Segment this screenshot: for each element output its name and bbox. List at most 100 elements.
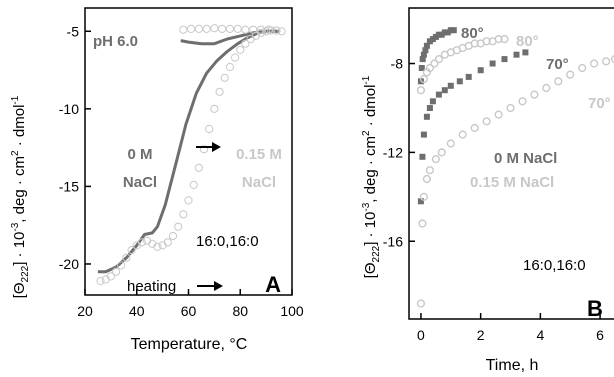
panel-b-x-ticks: 0 2 4 6 xyxy=(417,313,604,343)
annotation-series-2: 0.15 M NaCl xyxy=(470,174,554,191)
data-point-0-15m-nacl xyxy=(241,25,250,34)
annotation-heating: heating xyxy=(127,278,176,295)
data-point-0-15m-nacl xyxy=(256,25,265,34)
data-point-0-15m-nacl xyxy=(231,53,240,62)
data-point-0-15m-nacl xyxy=(127,245,136,255)
annotation-series-1: 0 M NaCl xyxy=(494,150,557,167)
data-point-0-15m-nacl xyxy=(202,24,211,33)
data-point-0-15m-nacl xyxy=(277,27,286,36)
data-point-0-15m-nacl xyxy=(137,238,146,247)
panel-a-y-tick-label: -20 xyxy=(59,256,79,272)
panel-a-x-tick-label: 20 xyxy=(77,303,93,319)
data-point-70-0-15m xyxy=(416,299,426,308)
data-point-80-0-15m xyxy=(425,63,435,73)
data-point-0-15m-nacl xyxy=(189,180,198,189)
data-point-0-15m-nacl xyxy=(249,25,258,34)
data-point-70-0-15m xyxy=(601,57,611,66)
data-point-70-0m xyxy=(489,60,496,67)
panel-a-x-tick-label: 60 xyxy=(181,303,197,319)
annotation-80-dark: 80° xyxy=(461,25,484,42)
annotation-series-1-line-2: NaCl xyxy=(123,174,157,191)
data-point-70-0m xyxy=(456,78,463,85)
panel-b-label: B xyxy=(587,296,603,321)
annotation-lipid: 16:0,16:0 xyxy=(523,257,586,274)
panel-a-x-tick-label: 40 xyxy=(129,303,145,319)
panel-a-x-tick-label: 100 xyxy=(280,303,304,319)
data-point-70-0-15m xyxy=(482,117,491,126)
data-point-70-0m xyxy=(435,91,442,98)
annotation-70-dark: 70° xyxy=(546,56,569,73)
data-point-70-0m xyxy=(501,56,508,63)
data-point-0-15m-nacl xyxy=(236,45,245,55)
data-point-80-0m xyxy=(422,47,429,54)
data-point-0-15m-nacl xyxy=(264,25,273,34)
data-point-70-0-15m xyxy=(589,59,599,68)
panel-a-y-ticks: -5 -10 -15 -20 xyxy=(59,23,91,272)
data-point-70-0-15m xyxy=(418,219,427,228)
panel-b-y-ticks: -8 -12 -16 xyxy=(383,56,415,249)
panel-a-x-ticks: 20 40 60 80 100 xyxy=(77,289,304,319)
data-point-80-0m xyxy=(418,65,425,71)
data-point-0-15m-nacl xyxy=(153,242,162,251)
data-point-70-0-15m xyxy=(518,97,527,106)
data-point-80-0m xyxy=(420,51,427,58)
panel-a-x-tick-label: 80 xyxy=(232,303,248,319)
data-point-80-0-15m xyxy=(500,34,509,44)
data-point-0-15m-nacl xyxy=(256,28,265,37)
data-point-70-0m xyxy=(419,153,426,160)
series-line-0m-nacl xyxy=(180,29,280,46)
data-point-80-0m xyxy=(423,42,430,49)
data-point-70-0-15m xyxy=(494,110,503,119)
data-point-0-15m-nacl xyxy=(174,222,183,231)
panel-a-y-tick-label: -10 xyxy=(59,101,79,117)
panel-b-y-tick-label: -12 xyxy=(383,144,403,160)
arrow-right-icon xyxy=(196,142,221,152)
data-point-80-0-15m xyxy=(434,54,444,64)
data-point-70-0m xyxy=(417,198,424,205)
panel-a-y-label: [Θ222] · 10-3, deg · cm2 · dmol-1 xyxy=(10,95,31,298)
data-point-0-15m-nacl xyxy=(220,73,229,82)
data-point-0-15m-nacl xyxy=(106,272,116,281)
data-point-0-15m-nacl xyxy=(241,39,250,48)
data-point-80-0-15m xyxy=(416,86,426,95)
data-point-70-0-15m xyxy=(431,155,441,164)
data-point-70-0m xyxy=(447,82,454,89)
data-point-70-0-15m xyxy=(566,70,575,79)
data-point-0-15m-nacl xyxy=(194,163,203,172)
data-point-70-0-15m xyxy=(425,166,435,175)
arrow-right-icon xyxy=(197,281,223,291)
data-point-80-0-15m xyxy=(430,59,439,68)
data-point-0-15m-nacl xyxy=(210,24,219,33)
data-point-70-0-15m xyxy=(530,90,539,99)
annotation-ph: pH 6.0 xyxy=(93,33,138,50)
data-point-0-15m-nacl xyxy=(225,24,234,33)
data-point-70-0-15m xyxy=(446,139,455,148)
annotation-series-1-line-1: 0 M xyxy=(127,146,152,163)
panel-a-y-tick-label: -5 xyxy=(67,23,80,39)
panel-b-x-tick-label: 6 xyxy=(596,327,604,343)
data-point-70-0m xyxy=(477,67,484,74)
data-point-0-15m-nacl xyxy=(163,238,172,247)
data-point-0-15m-nacl xyxy=(210,104,219,113)
data-point-70-0m xyxy=(423,113,430,120)
panel-b-y-tick-label: -8 xyxy=(391,56,404,72)
data-point-0-15m-nacl xyxy=(179,210,188,219)
panel-b-x-tick-label: 0 xyxy=(417,327,425,343)
data-point-0-15m-nacl xyxy=(272,26,281,35)
data-point-0-15m-nacl xyxy=(122,253,131,262)
data-point-70-0m xyxy=(522,49,529,56)
data-point-80-0-15m xyxy=(494,34,503,44)
data-point-70-0m xyxy=(426,105,433,111)
data-point-70-0m xyxy=(420,131,427,138)
data-point-70-0m xyxy=(465,73,472,80)
data-point-70-0-15m xyxy=(437,148,446,157)
data-point-0-15m-nacl xyxy=(225,62,234,72)
data-point-70-0-15m xyxy=(506,103,515,113)
data-point-80-0-15m xyxy=(482,37,491,46)
data-point-70-0-15m xyxy=(470,123,479,133)
data-point-0-15m-nacl xyxy=(187,24,196,33)
panel-b-y-tick-label: -16 xyxy=(383,233,403,249)
data-point-70-0-15m xyxy=(458,130,467,139)
data-point-0-15m-nacl xyxy=(215,87,224,96)
annotation-70-light: 70° xyxy=(588,95,611,112)
